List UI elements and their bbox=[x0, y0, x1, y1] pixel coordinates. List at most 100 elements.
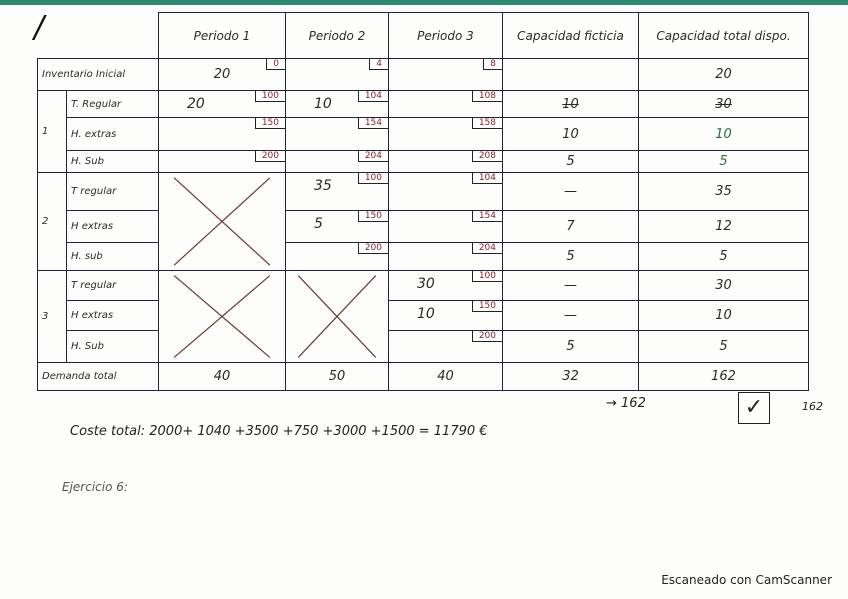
cell-p3: 158 bbox=[388, 117, 503, 151]
arrow-total: → 162 bbox=[606, 396, 646, 411]
cell-p2: 150 5 bbox=[285, 210, 389, 243]
row-label: T regular bbox=[66, 172, 159, 211]
cell-p3: 154 bbox=[388, 210, 503, 243]
row-label: H. sub bbox=[66, 242, 159, 271]
corner-cell bbox=[37, 12, 159, 59]
value: 30 bbox=[417, 276, 435, 292]
value: 10 bbox=[314, 96, 332, 112]
cost-badge: 200 bbox=[471, 331, 502, 342]
row-label: T regular bbox=[66, 270, 159, 301]
demand-p2: 50 bbox=[285, 362, 389, 391]
period-number: 3 bbox=[37, 270, 67, 363]
cost-badge: 104 bbox=[471, 173, 502, 184]
cell-total: 5 bbox=[638, 242, 809, 271]
cell-fict: 7 bbox=[502, 210, 639, 243]
cell-total: 10 bbox=[638, 300, 809, 331]
cross-out-mark bbox=[159, 173, 285, 270]
value: 5 bbox=[314, 216, 323, 232]
inv-p1: 0 20 bbox=[158, 58, 286, 91]
period-number: 1 bbox=[37, 90, 67, 173]
value: 35 bbox=[314, 178, 332, 194]
cost-badge: 100 bbox=[357, 173, 388, 184]
inv-fict bbox=[502, 58, 639, 91]
row-label: H. Sub bbox=[66, 150, 159, 173]
cost-badge: 150 bbox=[357, 211, 388, 222]
cell-p3: 150 10 bbox=[388, 300, 503, 331]
demand-fict: 32 bbox=[502, 362, 639, 391]
table-row: H. Sub 200 204 208 5 5 bbox=[38, 150, 809, 173]
table-row: 1 T. Regular 100 20 104 10 108 10 30 bbox=[37, 90, 809, 173]
cost-badge: 100 bbox=[254, 91, 285, 102]
col-header-fict: Capacidad ficticia bbox=[502, 12, 639, 59]
cell-total: 5 bbox=[638, 330, 809, 363]
demand-total: 162 bbox=[638, 362, 809, 391]
value: 20 bbox=[187, 96, 205, 112]
blocked-cell bbox=[285, 270, 389, 363]
cell-total: 5 bbox=[638, 150, 809, 173]
table-row: H. extras 150 154 158 10 10 bbox=[38, 117, 809, 151]
col-header-p2: Periodo 2 bbox=[285, 12, 389, 59]
cell-fict: — bbox=[502, 300, 639, 331]
cross-out-mark bbox=[286, 271, 388, 362]
cost-badge: 208 bbox=[471, 151, 502, 162]
cost-badge: 204 bbox=[357, 151, 388, 162]
cell-total: 30 bbox=[638, 270, 809, 301]
inv-total: 20 bbox=[638, 58, 809, 91]
cell-p2: 104 10 bbox=[285, 90, 389, 118]
transport-table: Periodo 1 Periodo 2 Periodo 3 Capacidad … bbox=[37, 12, 809, 391]
cell-fict: — bbox=[502, 270, 639, 301]
cost-badge: 154 bbox=[357, 118, 388, 129]
table-row: H extras 150 5 154 7 12 bbox=[38, 210, 809, 243]
value: 20 bbox=[213, 67, 231, 82]
scan-edge bbox=[0, 0, 848, 5]
cost-badge: 0 bbox=[266, 59, 285, 70]
cost-badge: 200 bbox=[254, 151, 285, 162]
col-header-total: Capacidad total dispo. bbox=[638, 12, 809, 59]
cost-total-line: Coste total: 2000+ 1040 +3500 +750 +3000… bbox=[70, 424, 488, 439]
cost-badge: 158 bbox=[471, 118, 502, 129]
cell-p3: 208 bbox=[388, 150, 503, 173]
cross-out-mark bbox=[159, 271, 285, 362]
cell-fict: 5 bbox=[502, 330, 639, 363]
cell-p3: 100 30 bbox=[388, 270, 503, 301]
cell-fict: 10 bbox=[502, 90, 639, 118]
row-label: T. Regular bbox=[66, 90, 159, 118]
table-row: H. Sub 200 5 5 bbox=[38, 330, 809, 363]
cell-p2: 200 bbox=[285, 242, 389, 271]
cost-badge: 204 bbox=[471, 243, 502, 254]
cell-p3: 204 bbox=[388, 242, 503, 271]
col-header-p1: Periodo 1 bbox=[158, 12, 286, 59]
cell-total: 10 bbox=[638, 117, 809, 151]
scanner-watermark: Escaneado con CamScanner bbox=[661, 573, 832, 587]
cost-badge: 154 bbox=[471, 211, 502, 222]
cell-p2: 154 bbox=[285, 117, 389, 151]
cost-badge: 108 bbox=[471, 91, 502, 102]
demand-p1: 40 bbox=[158, 362, 286, 391]
table-row: H extras 150 10—10 bbox=[38, 300, 809, 331]
row-label: H. Sub bbox=[66, 330, 159, 363]
row-label: H extras bbox=[66, 210, 159, 243]
value: 10 bbox=[417, 306, 435, 322]
demand-p3: 40 bbox=[388, 362, 503, 391]
cell-p3: 104 bbox=[388, 172, 503, 211]
table-row: H. sub 200 204 5 5 bbox=[38, 242, 809, 271]
check-icon: ✓ bbox=[738, 392, 770, 424]
inventory-label: Inventario Inicial bbox=[37, 58, 159, 91]
cell-fict: 10 bbox=[502, 117, 639, 151]
cost-badge: 150 bbox=[254, 118, 285, 129]
cell-fict: — bbox=[502, 172, 639, 211]
row-label: H extras bbox=[66, 300, 159, 331]
cell-total: 12 bbox=[638, 210, 809, 243]
col-header-p3: Periodo 3 bbox=[388, 12, 503, 59]
cost-badge: 8 bbox=[483, 59, 502, 70]
exercise-heading: Ejercicio 6: bbox=[62, 480, 128, 494]
inv-p2: 4 bbox=[285, 58, 389, 91]
cell-fict: 5 bbox=[502, 150, 639, 173]
cell-total: 35 bbox=[638, 172, 809, 211]
cost-badge: 150 bbox=[471, 301, 502, 312]
inv-p3: 8 bbox=[388, 58, 503, 91]
cost-badge: 4 bbox=[369, 59, 388, 70]
period-number: 2 bbox=[37, 172, 67, 271]
cell-p2: 100 35 bbox=[285, 172, 389, 211]
